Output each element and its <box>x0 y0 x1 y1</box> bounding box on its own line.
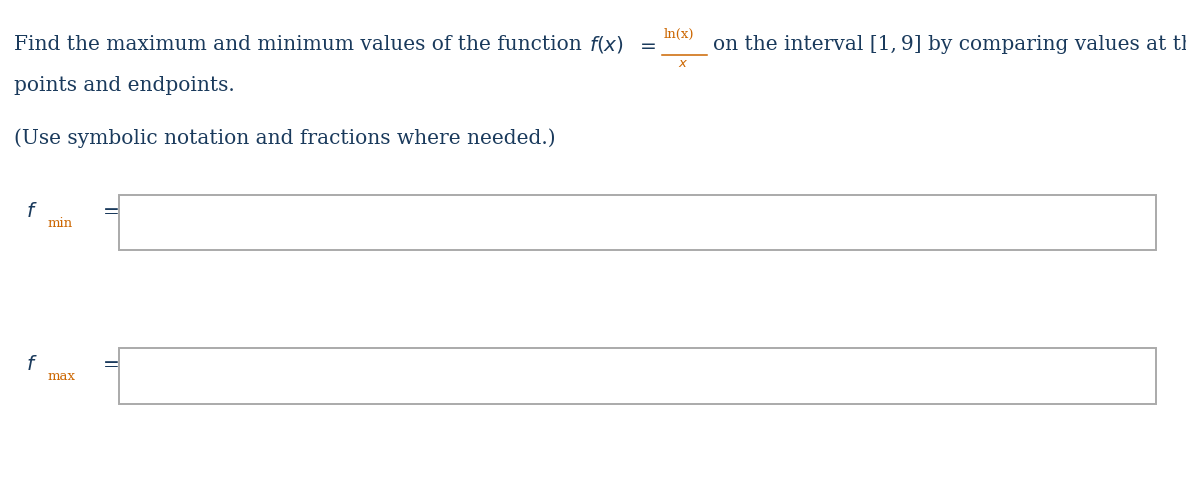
Text: $=$: $=$ <box>636 35 656 54</box>
Text: points and endpoints.: points and endpoints. <box>14 76 235 95</box>
FancyBboxPatch shape <box>119 349 1156 403</box>
Text: (Use symbolic notation and fractions where needed.): (Use symbolic notation and fractions whe… <box>14 128 556 148</box>
Text: ln(x): ln(x) <box>664 28 694 41</box>
Text: $f$: $f$ <box>26 202 38 221</box>
FancyBboxPatch shape <box>119 195 1156 250</box>
Text: =: = <box>103 203 120 222</box>
Text: =: = <box>103 356 120 375</box>
Text: $f$: $f$ <box>26 355 38 374</box>
Text: max: max <box>47 370 76 383</box>
Text: $f(x)$: $f(x)$ <box>589 34 625 55</box>
Text: Find the maximum and minimum values of the function: Find the maximum and minimum values of t… <box>14 35 588 54</box>
Text: min: min <box>47 217 72 229</box>
Text: on the interval [1, 9] by comparing values at the critical: on the interval [1, 9] by comparing valu… <box>713 35 1186 54</box>
Text: $x$: $x$ <box>677 57 688 69</box>
